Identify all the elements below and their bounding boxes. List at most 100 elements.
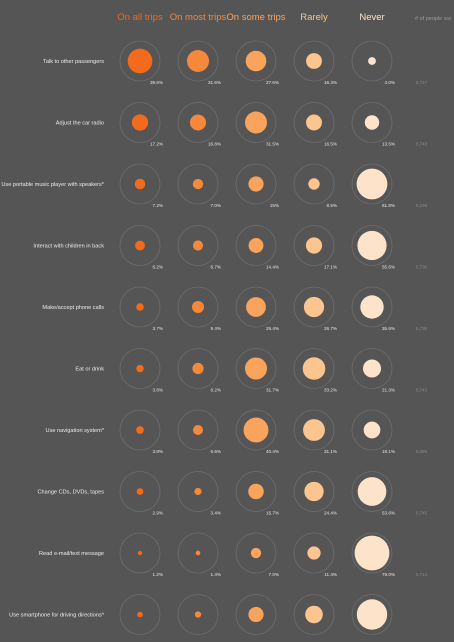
outer-ring xyxy=(235,102,277,143)
percent-label: 9.4% xyxy=(211,326,221,331)
percent-label: 3.7% xyxy=(153,326,163,331)
percent-label: 79.0% xyxy=(382,572,395,577)
data-bubble xyxy=(305,237,323,254)
data-bubble xyxy=(362,359,382,378)
percent-label: 40.4% xyxy=(266,449,279,454)
data-bubble xyxy=(248,238,264,253)
row-label: Use portable music player with speakers* xyxy=(1,182,104,188)
outer-ring xyxy=(351,348,393,389)
outer-ring xyxy=(235,40,277,82)
outer-ring xyxy=(351,471,393,512)
outer-ring xyxy=(293,163,335,205)
column-header: Never xyxy=(359,12,384,23)
data-bubble xyxy=(356,168,388,200)
data-bubble xyxy=(192,240,204,251)
data-bubble xyxy=(245,50,267,72)
respondent-count: 5,714 xyxy=(416,572,428,577)
percent-label: 8.2% xyxy=(211,388,221,393)
outer-ring xyxy=(293,409,335,451)
data-bubble xyxy=(192,178,204,190)
data-bubble xyxy=(246,297,266,317)
outer-ring xyxy=(177,348,219,389)
percent-label: 15.7% xyxy=(266,511,279,516)
percent-label: 35.6% xyxy=(382,326,395,331)
percent-label: 31.6% xyxy=(208,80,221,85)
data-bubble xyxy=(131,114,149,131)
column-header: On most trips xyxy=(170,12,227,23)
column-header: On some trips xyxy=(226,12,285,23)
row-label: Use smartphone for driving directions* xyxy=(9,613,105,619)
outer-ring xyxy=(235,471,277,512)
outer-ring xyxy=(177,102,219,143)
percent-label: 1.4% xyxy=(211,572,221,577)
percent-label: 16.5% xyxy=(324,142,337,147)
respondent-count: 5,168 xyxy=(416,203,428,208)
data-bubble xyxy=(194,487,202,496)
outer-ring xyxy=(177,409,219,451)
percent-label: 11.4% xyxy=(324,572,337,577)
percent-label: 4.0% xyxy=(385,80,395,85)
outer-ring xyxy=(177,225,219,266)
percent-label: 3.4% xyxy=(211,511,221,516)
outer-ring xyxy=(119,532,161,574)
outer-ring xyxy=(235,225,277,266)
outer-ring xyxy=(293,40,335,82)
respondent-count: 5,717 xyxy=(416,80,428,85)
outer-ring xyxy=(119,409,161,451)
percent-label: 7.2% xyxy=(153,203,163,208)
outer-ring xyxy=(351,163,393,205)
percent-label: 3.6% xyxy=(153,388,163,393)
column-header: Rarely xyxy=(300,12,328,23)
percent-label: 33.2% xyxy=(324,388,337,393)
outer-ring xyxy=(119,102,161,143)
outer-ring xyxy=(351,409,393,451)
row-label: Read e-mail/text message xyxy=(39,551,104,557)
data-bubble xyxy=(357,477,387,506)
data-bubble xyxy=(364,115,380,130)
outer-ring xyxy=(119,40,161,82)
data-bubble xyxy=(137,611,143,618)
percent-label: 31.1% xyxy=(324,449,337,454)
data-bubble xyxy=(354,535,390,571)
data-bubble xyxy=(244,357,268,380)
outer-ring xyxy=(351,532,393,574)
outer-ring xyxy=(293,471,335,512)
row-label: Interact with children in back xyxy=(33,244,104,250)
data-bubble xyxy=(302,357,326,380)
data-bubble xyxy=(136,488,144,495)
data-bubble xyxy=(357,230,387,261)
outer-ring xyxy=(351,286,393,328)
outer-ring xyxy=(293,348,335,389)
outer-ring xyxy=(177,532,219,574)
data-bubble xyxy=(137,550,143,556)
data-bubble xyxy=(189,114,207,131)
outer-ring xyxy=(235,594,277,635)
percent-label: 6.6% xyxy=(211,449,221,454)
outer-ring xyxy=(235,163,277,205)
percent-label: 17.2% xyxy=(150,142,163,147)
data-bubble xyxy=(250,547,262,559)
percent-label: 8.5% xyxy=(327,203,337,208)
data-bubble xyxy=(134,178,146,190)
percent-label: 53.6% xyxy=(382,511,395,516)
data-bubble xyxy=(303,419,325,441)
outer-ring xyxy=(235,348,277,389)
outer-ring xyxy=(119,348,161,389)
data-bubble xyxy=(136,303,144,311)
outer-ring xyxy=(235,532,277,574)
percent-label: 39.6% xyxy=(150,80,163,85)
data-bubble xyxy=(127,48,153,74)
row-label: Eat or drink xyxy=(75,367,104,373)
data-bubble xyxy=(248,176,264,192)
outer-ring xyxy=(119,594,161,635)
respondent-count: 5,085 xyxy=(416,449,428,454)
data-bubble xyxy=(243,417,269,443)
row-label: Make/accept phone calls xyxy=(42,305,104,311)
row-label: Talk to other passengers xyxy=(43,59,104,65)
outer-ring xyxy=(177,594,219,635)
outer-ring xyxy=(293,286,335,328)
data-bubble xyxy=(244,111,268,134)
data-bubble xyxy=(356,599,388,630)
data-bubble xyxy=(192,362,204,375)
outer-ring xyxy=(293,102,335,143)
